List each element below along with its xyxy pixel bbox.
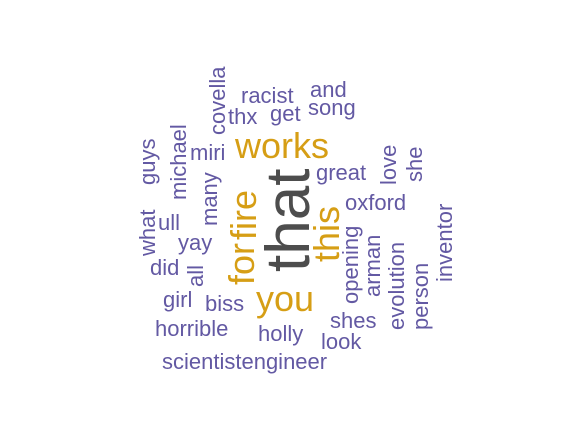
word-for: for — [221, 242, 262, 285]
word-great: great — [316, 160, 367, 185]
word-song: song — [308, 95, 356, 120]
word-get: get — [270, 101, 301, 126]
word-inventor: inventor — [432, 203, 457, 282]
word-she: she — [402, 146, 427, 182]
word-ull: ull — [158, 210, 181, 235]
word-yay: yay — [178, 230, 213, 255]
word-works: works — [235, 125, 330, 166]
word-many: many — [197, 172, 222, 226]
word-shes: shes — [330, 308, 377, 333]
word-love: love — [376, 144, 401, 185]
word-oxford: oxford — [345, 190, 407, 215]
word-scientistengineer: scientistengineer — [162, 349, 328, 374]
word-fire: fire — [223, 189, 264, 240]
word-racist: racist — [241, 83, 294, 108]
word-did: did — [150, 255, 180, 280]
word-covella: covella — [205, 66, 230, 135]
word-horrible: horrible — [155, 316, 229, 341]
word-person: person — [408, 262, 433, 330]
word-opening: opening — [338, 225, 363, 304]
word-girl: girl — [163, 287, 193, 312]
word-and: and — [310, 77, 347, 102]
word-you: you — [256, 278, 315, 319]
word-biss: biss — [205, 291, 245, 316]
word-arman: arman — [360, 234, 385, 297]
word-look: look — [321, 329, 362, 354]
word-all: all — [183, 264, 208, 287]
word-what: what — [135, 209, 160, 256]
word-evolution: evolution — [384, 241, 409, 330]
word-miri: miri — [190, 140, 226, 165]
word-holly: holly — [258, 321, 304, 346]
word-thx: thx — [228, 104, 258, 129]
word-guys: guys — [135, 138, 160, 185]
word-michael: michael — [166, 124, 191, 200]
